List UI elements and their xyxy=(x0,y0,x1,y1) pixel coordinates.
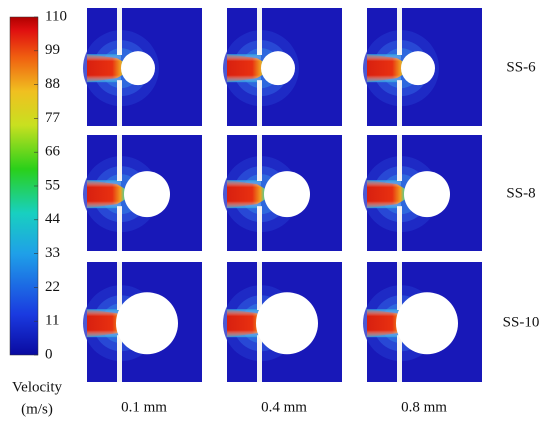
wall-top xyxy=(397,8,402,55)
wall-bottom xyxy=(257,80,262,126)
column-label: 0.8 mm xyxy=(401,399,447,415)
colorbar-tick-label: 33 xyxy=(45,245,60,261)
colorbar-tick-label: 11 xyxy=(45,313,59,329)
particle xyxy=(261,51,295,86)
jet-edge xyxy=(367,309,401,338)
wall-top xyxy=(257,262,262,310)
particle xyxy=(256,292,318,355)
colorbar-tick-label: 0 xyxy=(45,346,53,362)
colorbar-tick-label: 99 xyxy=(45,42,60,58)
colorbar-title: Velocity xyxy=(12,379,62,395)
wall-top xyxy=(117,262,122,310)
jet-edge xyxy=(367,54,401,83)
wall-bottom xyxy=(257,206,262,251)
colorbar-tick-label: 110 xyxy=(45,8,67,24)
column-label: 0.4 mm xyxy=(261,399,307,415)
panels xyxy=(83,8,482,382)
wall-bottom xyxy=(397,335,402,382)
colorbar-tick-label: 88 xyxy=(45,76,60,92)
wall-top xyxy=(397,262,402,310)
jet-edge xyxy=(87,180,121,209)
jet-edge xyxy=(87,309,121,338)
particle xyxy=(121,51,155,86)
particle xyxy=(404,171,450,218)
colorbar xyxy=(9,16,39,356)
wall-bottom xyxy=(117,335,122,382)
wall-top xyxy=(257,135,262,181)
particle xyxy=(124,171,170,218)
wall-bottom xyxy=(397,206,402,251)
jet-edge xyxy=(227,54,261,83)
jet-edge xyxy=(87,54,121,83)
wall-bottom xyxy=(257,335,262,382)
row-label: SS-10 xyxy=(503,315,540,331)
jet-edge xyxy=(227,309,261,338)
wall-bottom xyxy=(117,80,122,126)
particle xyxy=(116,292,178,355)
wall-bottom xyxy=(397,80,402,126)
colorbar-tick-label: 44 xyxy=(45,211,61,227)
wall-bottom xyxy=(117,206,122,251)
colorbar-tick-label: 22 xyxy=(45,279,60,295)
colorbar-tick-label: 77 xyxy=(45,110,61,126)
particle xyxy=(396,292,458,355)
colorbar-unit: (m/s) xyxy=(21,401,53,417)
jet-edge xyxy=(367,180,401,209)
particle xyxy=(264,171,310,218)
row-label: SS-6 xyxy=(506,60,536,76)
wall-top xyxy=(117,135,122,181)
row-label: SS-8 xyxy=(506,186,535,202)
wall-top xyxy=(397,135,402,181)
colorbar-tick-label: 66 xyxy=(45,144,61,160)
wall-top xyxy=(257,8,262,55)
column-label: 0.1 mm xyxy=(121,399,167,415)
jet-edge xyxy=(227,180,261,209)
colorbar-tick-label: 55 xyxy=(45,177,60,193)
wall-top xyxy=(117,8,122,55)
particle xyxy=(401,51,435,86)
